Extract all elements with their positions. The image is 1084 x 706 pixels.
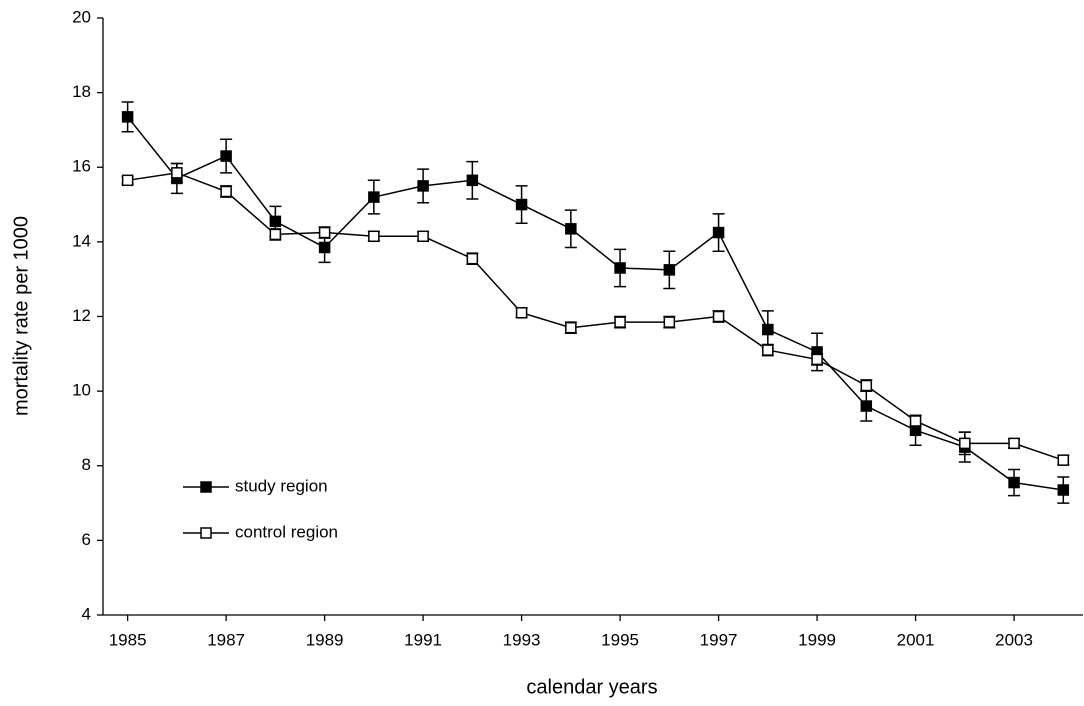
marker (368, 230, 380, 243)
marker (1057, 454, 1070, 466)
marker (909, 415, 922, 427)
y-tick-label: 20 (72, 7, 91, 26)
marker (663, 316, 676, 328)
marker (614, 316, 626, 328)
x-tick-label: 1997 (700, 630, 738, 649)
x-tick-label: 1995 (601, 630, 639, 649)
marker (614, 262, 626, 274)
legend-label: study region (235, 476, 328, 495)
x-tick-label: 1991 (404, 630, 442, 649)
marker (565, 321, 577, 334)
marker (466, 174, 479, 187)
marker (417, 180, 429, 192)
y-tick-label: 10 (72, 381, 91, 400)
marker (1057, 484, 1070, 496)
marker (417, 230, 429, 243)
marker (1008, 476, 1020, 489)
marker (515, 307, 528, 319)
marker (220, 150, 232, 162)
x-tick-label: 1987 (207, 630, 245, 649)
y-tick-label: 14 (72, 231, 91, 250)
marker (1008, 437, 1020, 450)
marker (565, 223, 577, 235)
series-line (127, 116, 1064, 491)
x-tick-label: 2001 (897, 630, 935, 649)
y-axis-title: mortality rate per 1000 (10, 216, 32, 416)
marker (762, 323, 774, 336)
marker (860, 400, 873, 412)
series-line (127, 172, 1064, 461)
marker (712, 226, 725, 239)
x-tick-label: 1989 (306, 630, 344, 649)
marker (515, 198, 528, 211)
legend-marker (200, 527, 212, 539)
marker (663, 264, 676, 276)
marker (171, 167, 183, 179)
marker (121, 174, 134, 187)
y-tick-label: 6 (82, 530, 91, 549)
x-tick-label: 1999 (798, 630, 836, 649)
y-tick-label: 4 (82, 604, 91, 623)
marker (860, 379, 873, 392)
marker (220, 185, 232, 198)
marker (269, 228, 282, 241)
x-tick-label: 2003 (995, 630, 1033, 649)
marker (368, 191, 380, 203)
marker (762, 344, 774, 356)
x-tick-label: 1985 (109, 630, 147, 649)
x-tick-label: 1993 (503, 630, 541, 649)
y-tick-label: 16 (72, 157, 91, 176)
marker (269, 215, 282, 228)
y-tick-label: 18 (72, 82, 91, 101)
legend-marker (200, 481, 212, 493)
legend-label: control region (235, 522, 338, 541)
marker (318, 241, 331, 254)
x-axis-title: calendar years (526, 676, 657, 698)
marker (121, 111, 134, 123)
marker (811, 353, 823, 366)
marker (466, 252, 479, 265)
y-tick-label: 8 (82, 455, 91, 474)
marker (959, 437, 971, 450)
marker (712, 310, 725, 323)
y-tick-label: 12 (72, 306, 91, 325)
marker (318, 226, 331, 239)
